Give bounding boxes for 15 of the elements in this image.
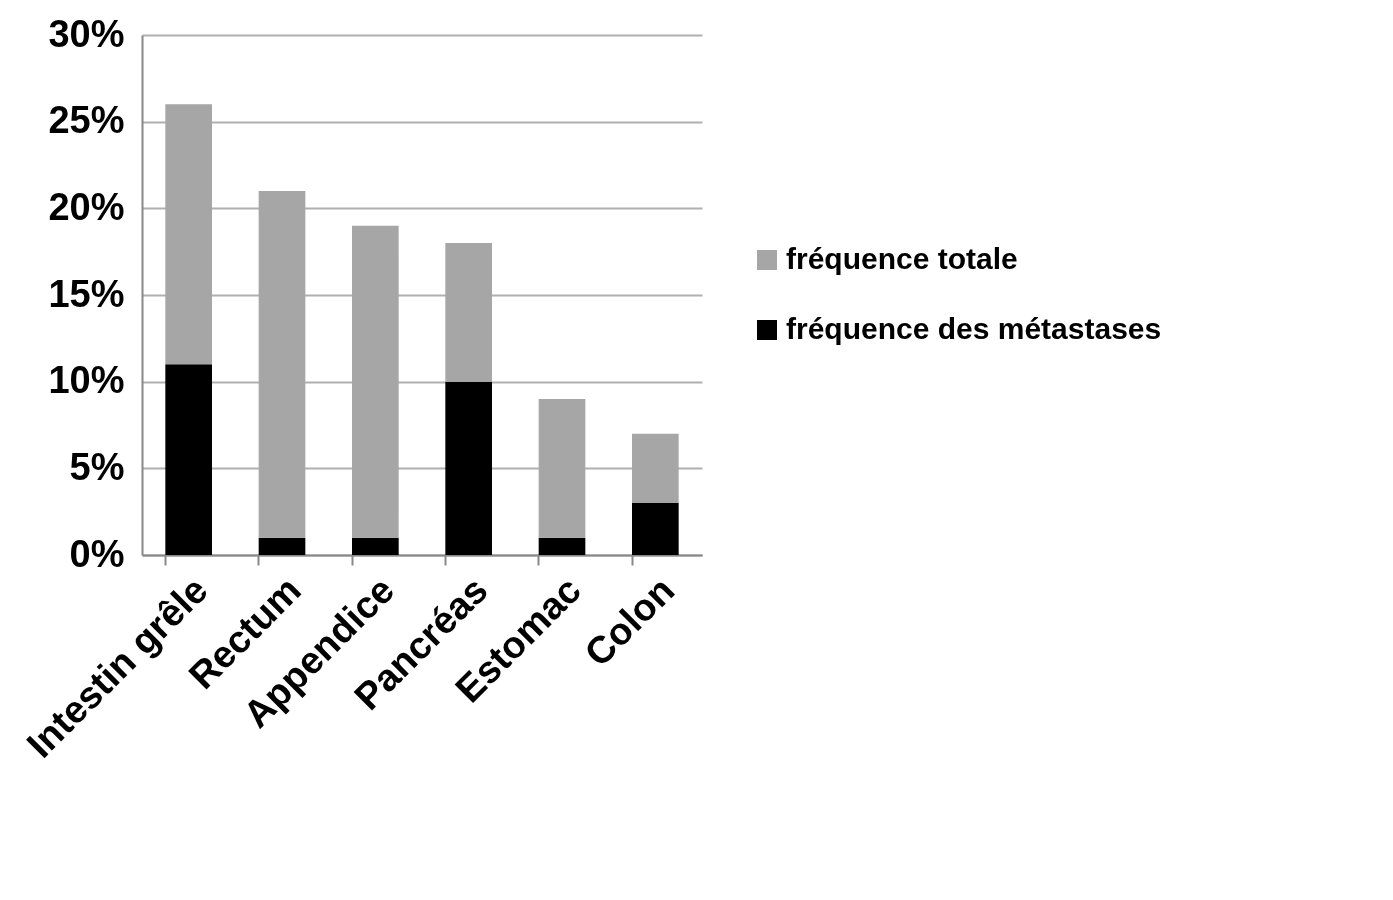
bar xyxy=(258,537,306,555)
bar xyxy=(445,381,492,555)
y-tick-label: 25% xyxy=(48,99,125,142)
y-tick-label: 20% xyxy=(48,185,125,228)
legend-label: fréquence des métastases xyxy=(786,312,1162,345)
y-tick-label: 10% xyxy=(48,359,125,402)
y-tick-label: 15% xyxy=(48,272,125,315)
legend-label: fréquence totale xyxy=(786,242,1018,275)
y-tick-label: 30% xyxy=(48,12,125,55)
y-tick-label: 0% xyxy=(69,532,125,575)
bar xyxy=(165,364,212,555)
bar xyxy=(538,537,586,555)
y-tick-label: 5% xyxy=(69,445,125,488)
bar xyxy=(352,537,399,555)
bar xyxy=(632,503,679,555)
